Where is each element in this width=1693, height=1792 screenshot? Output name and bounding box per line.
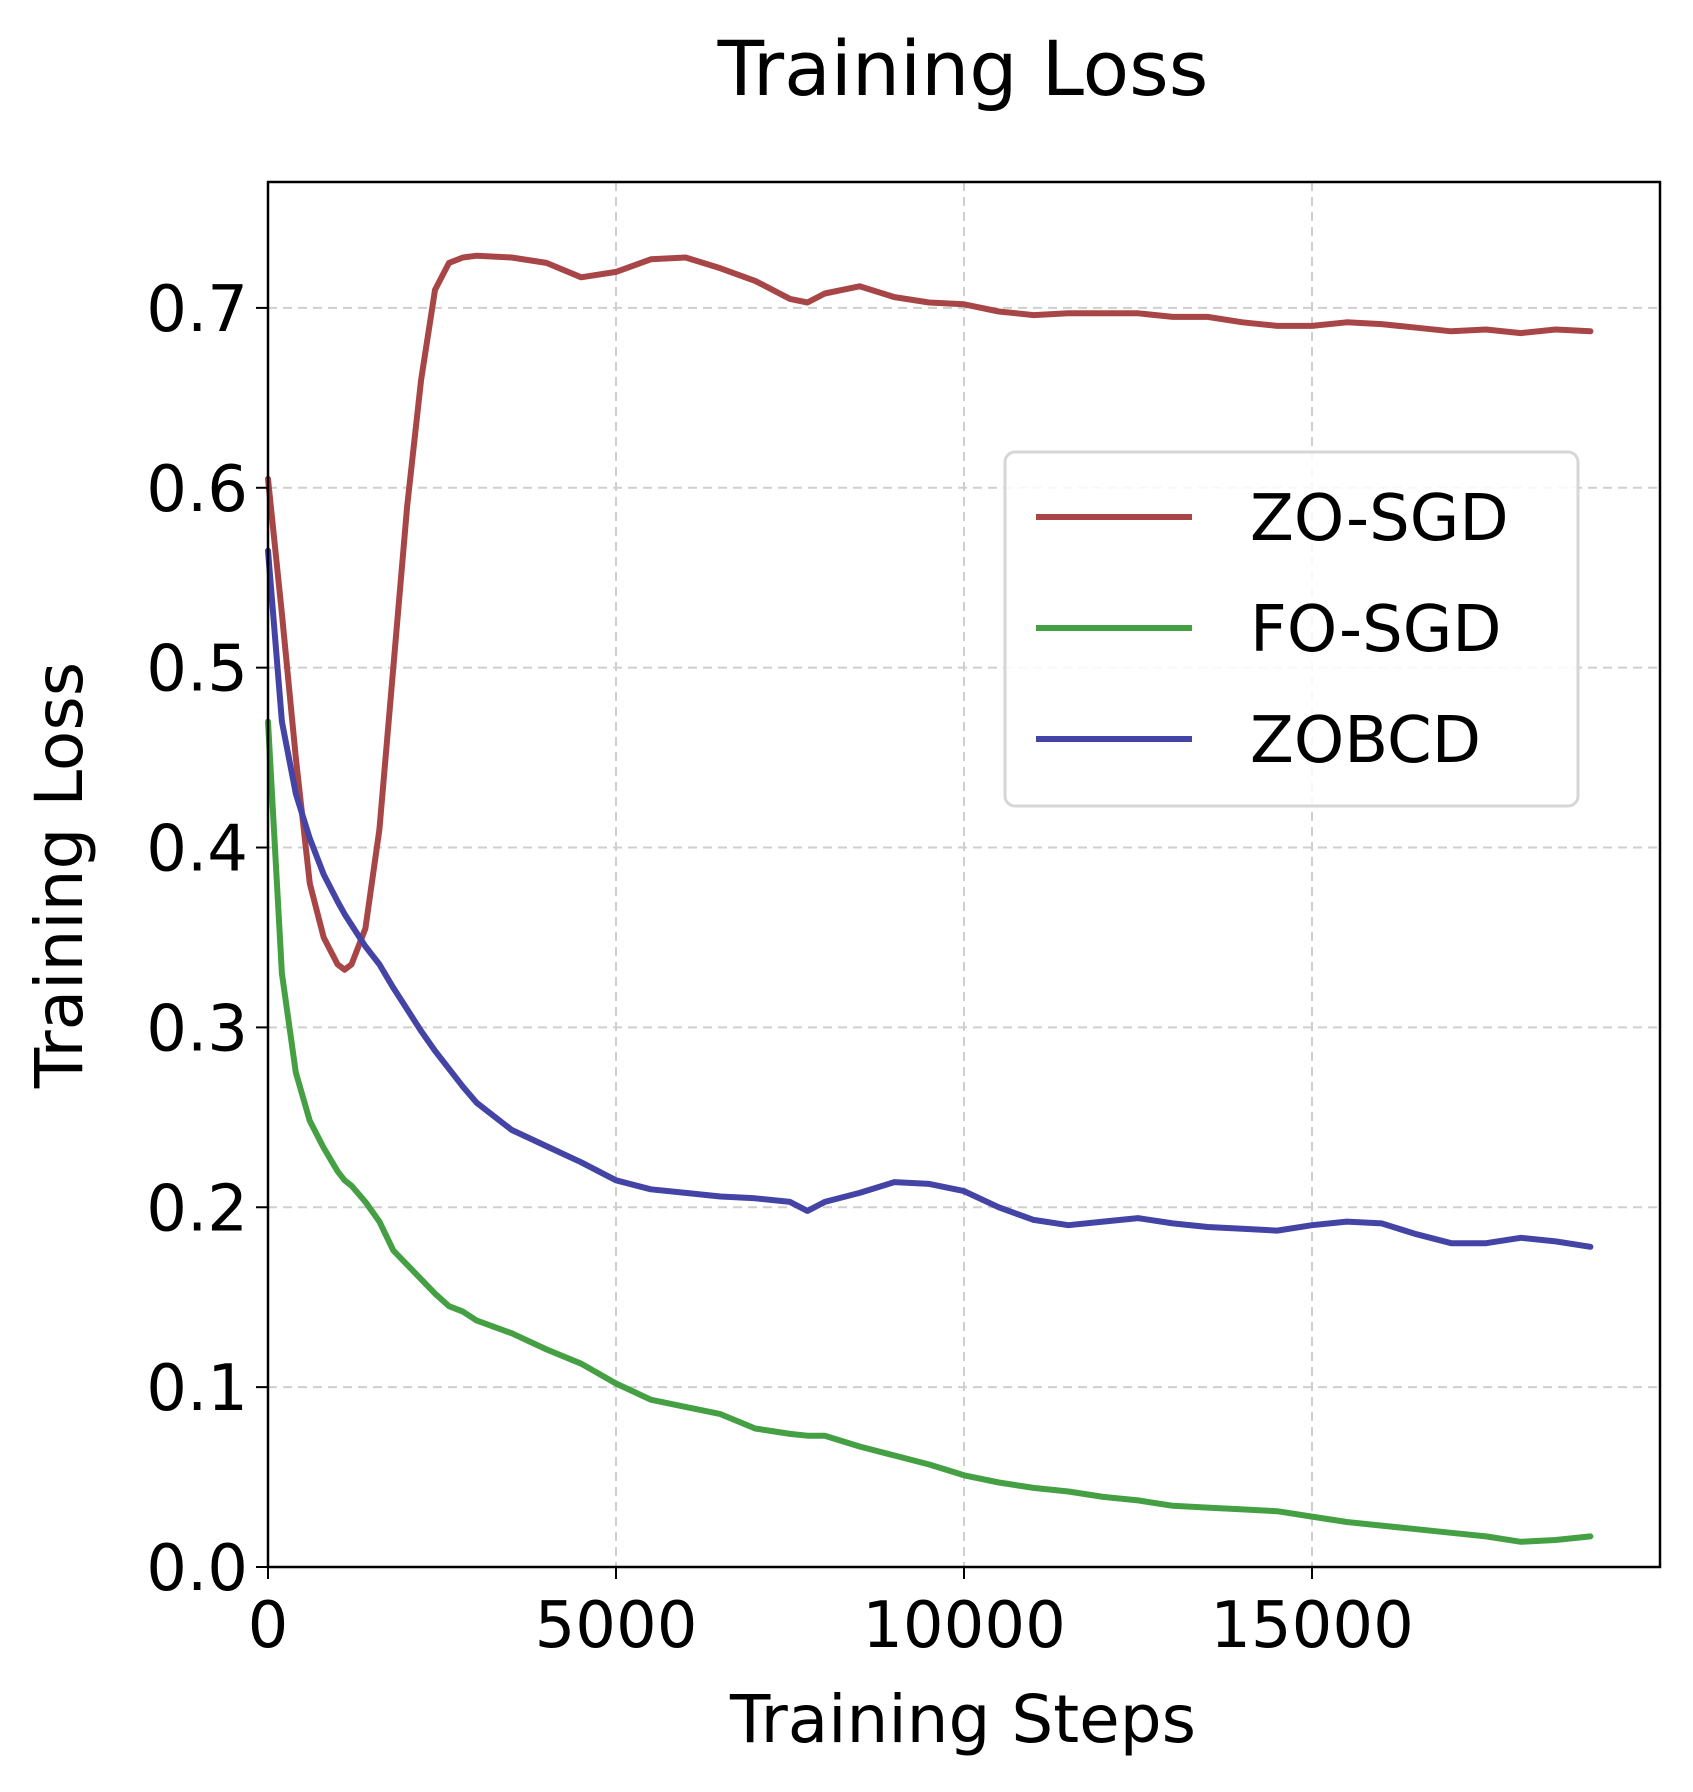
legend: ZO-SGD FO-SGD ZOBCD <box>1003 450 1580 808</box>
x-axis-ticks: 0 5000 10000 15000 <box>248 1567 1414 1663</box>
series-line-fo-sgd <box>265 718 1594 1545</box>
chart-title: Training Loss <box>717 24 1209 113</box>
plot-lines <box>265 252 1594 1545</box>
y-tick-label: 0.3 <box>146 992 248 1066</box>
y-tick-label: 0.1 <box>146 1352 248 1426</box>
x-axis-label: Training Steps <box>729 1681 1196 1758</box>
y-tick-label: 0.4 <box>146 813 248 887</box>
legend-label-zobcd: ZOBCD <box>1250 704 1481 778</box>
x-tick-label: 5000 <box>535 1589 698 1663</box>
series-line-zobcd <box>265 547 1594 1250</box>
y-axis-ticks: 0.0 0.1 0.2 0.3 0.4 0.5 0.6 0.7 <box>146 273 268 1606</box>
legend-box <box>1003 450 1580 808</box>
y-tick-label: 0.6 <box>146 453 248 527</box>
legend-label-fo-sgd: FO-SGD <box>1250 593 1502 667</box>
x-tick-label: 10000 <box>862 1589 1066 1663</box>
x-tick-label: 15000 <box>1210 1589 1414 1663</box>
legend-label-zo-sgd: ZO-SGD <box>1250 482 1509 556</box>
y-axis-label: Training Loss <box>21 662 98 1089</box>
y-tick-label: 0.7 <box>146 273 248 347</box>
y-tick-label: 0.5 <box>146 633 248 707</box>
series-line-zo-sgd <box>265 252 1594 973</box>
grid-lines <box>268 182 1660 1567</box>
x-tick-label: 0 <box>248 1589 289 1663</box>
y-tick-label: 0.0 <box>146 1532 248 1606</box>
y-tick-label: 0.2 <box>146 1172 248 1246</box>
